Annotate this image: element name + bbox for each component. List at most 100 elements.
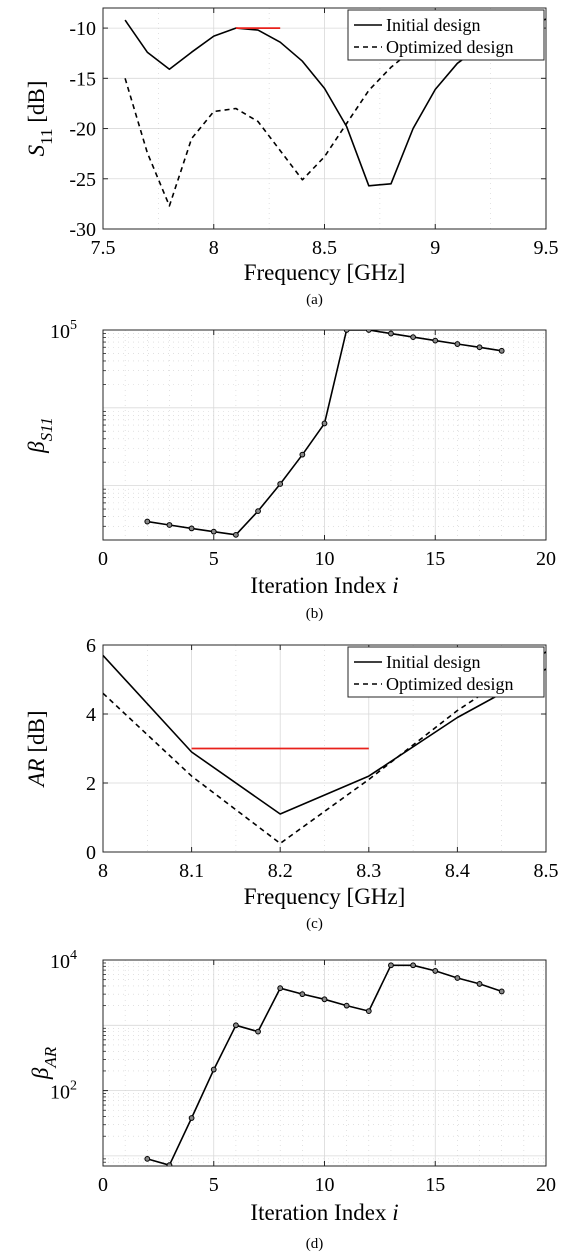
- y-tick-label-base: 10: [50, 321, 70, 343]
- legend-box: [347, 646, 545, 698]
- y-axis-label: S11 [dB]: [24, 81, 56, 157]
- x-tick-label: 10: [315, 548, 335, 570]
- y-tick-label: 102: [50, 1079, 77, 1104]
- legend-entry: Optimized design: [386, 674, 513, 694]
- x-tick-label: 9: [430, 237, 440, 259]
- data-point: [454, 341, 461, 347]
- x-tick-label: 20: [536, 548, 556, 570]
- x-tick-label: 8.4: [445, 860, 470, 882]
- x-tick-label: 15: [425, 1174, 445, 1196]
- data-point: [277, 481, 284, 487]
- y-tick-label: 0: [86, 842, 96, 864]
- y-axis-label: βS11: [24, 417, 56, 454]
- data-point: [166, 1162, 173, 1166]
- y-tick-label-exponent: 5: [70, 318, 77, 333]
- y-axis-label-subscript: 11: [37, 129, 56, 145]
- x-tick-label: 8.5: [534, 860, 559, 882]
- data-point: [166, 522, 173, 528]
- x-axis-label-text: Iteration Index: [250, 573, 392, 598]
- x-tick-label: 8.2: [268, 860, 293, 882]
- data-point: [498, 347, 505, 354]
- grid-c: [103, 645, 546, 852]
- data-point: [255, 508, 261, 515]
- y-axis-label-symbol: β: [24, 441, 49, 454]
- y-tick-label: 104: [50, 948, 77, 973]
- data-point: [299, 451, 306, 458]
- grid-b: [103, 330, 546, 540]
- x-axis-label: Frequency [GHz]: [244, 260, 406, 285]
- y-tick-label: 2: [86, 773, 96, 795]
- y-tick-label: 4: [86, 704, 96, 726]
- x-axis-label-variable: i: [392, 1200, 398, 1225]
- figure-caption: (a): [306, 292, 323, 308]
- grid-d: [103, 960, 546, 1166]
- data-point: [432, 337, 439, 344]
- y-axis-label-unit: [dB]: [24, 710, 49, 758]
- plot-area: [103, 651, 546, 845]
- x-tick-label: 0: [98, 548, 108, 570]
- y-tick-label-exponent: 4: [70, 948, 77, 963]
- data-point: [299, 991, 306, 998]
- data-point: [498, 988, 505, 995]
- y-axis-label-subscript: S11: [37, 417, 56, 441]
- x-axis-label-variable: i: [392, 573, 398, 598]
- legend-entry: Initial design: [386, 15, 480, 35]
- x-tick-label: 8.1: [179, 860, 204, 882]
- data-point: [188, 525, 195, 532]
- y-axis-label-symbol: S: [24, 144, 49, 156]
- y-axis-label-symbol: AR: [24, 758, 49, 788]
- figure-caption: (c): [306, 916, 323, 932]
- y-tick-label: -10: [69, 18, 96, 40]
- data-point: [388, 962, 394, 969]
- x-axis-label-text: Frequency [GHz]: [244, 884, 406, 909]
- legend-entry: Initial design: [386, 652, 480, 672]
- figure-caption: (b): [306, 606, 324, 622]
- data-point: [210, 1066, 217, 1073]
- data-point: [476, 981, 483, 987]
- y-axis-label-symbol: β: [28, 1067, 53, 1080]
- plot-area: [144, 330, 505, 538]
- chart-a: 7.5 8 8.5 9 9.5 -30 -25 -20 -15 -10 Frequency [GHz…: [24, 7, 559, 308]
- x-tick-label: 10: [315, 1174, 335, 1196]
- data-point: [233, 1022, 239, 1029]
- x-tick-label: 15: [425, 548, 445, 570]
- data-point: [410, 962, 417, 969]
- y-tick-label-exponent: 2: [70, 1079, 77, 1094]
- x-tick-label: 8: [209, 237, 219, 259]
- x-tick-label: 8.3: [356, 860, 381, 882]
- data-point: [410, 334, 417, 341]
- x-axis-label-text: Frequency [GHz]: [244, 260, 406, 285]
- x-tick-label: 8: [98, 860, 108, 882]
- y-axis-label-subscript: AR: [41, 1046, 60, 1068]
- figure-caption: (d): [306, 1236, 324, 1252]
- data-point: [144, 518, 151, 525]
- x-axis-label: Frequency [GHz]: [244, 884, 406, 909]
- data-point: [255, 1028, 261, 1035]
- x-tick-label: 8.5: [312, 237, 337, 259]
- axes-box: [102, 644, 547, 853]
- y-axis-label: AR [dB]: [24, 710, 49, 788]
- y-axis-label-unit: [dB]: [24, 81, 49, 129]
- y-tick-label: -30: [69, 219, 96, 241]
- y-tick-label: 6: [86, 635, 96, 657]
- x-axis-label: Iteration Index i: [250, 573, 398, 598]
- y-tick-label: -25: [69, 169, 96, 191]
- x-tick-label: 9.5: [534, 237, 559, 259]
- data-point: [476, 344, 483, 351]
- data-point: [365, 330, 372, 333]
- y-axis-label: βAR: [28, 1046, 60, 1080]
- data-point: [321, 420, 328, 427]
- y-tick-label-base: 10: [50, 951, 70, 973]
- data-point: [188, 1115, 195, 1121]
- x-axis-label: Iteration Index i: [250, 1200, 398, 1225]
- series-line-initial-design: [103, 654, 546, 815]
- data-point: [343, 330, 350, 333]
- chart-c: 8 8.1 8.2 8.3 8.4 8.5 0 2 4 6 Frequency [GHz] AR [d…: [24, 635, 559, 932]
- plot-area: [144, 962, 505, 1166]
- x-tick-label: 0: [98, 1174, 108, 1196]
